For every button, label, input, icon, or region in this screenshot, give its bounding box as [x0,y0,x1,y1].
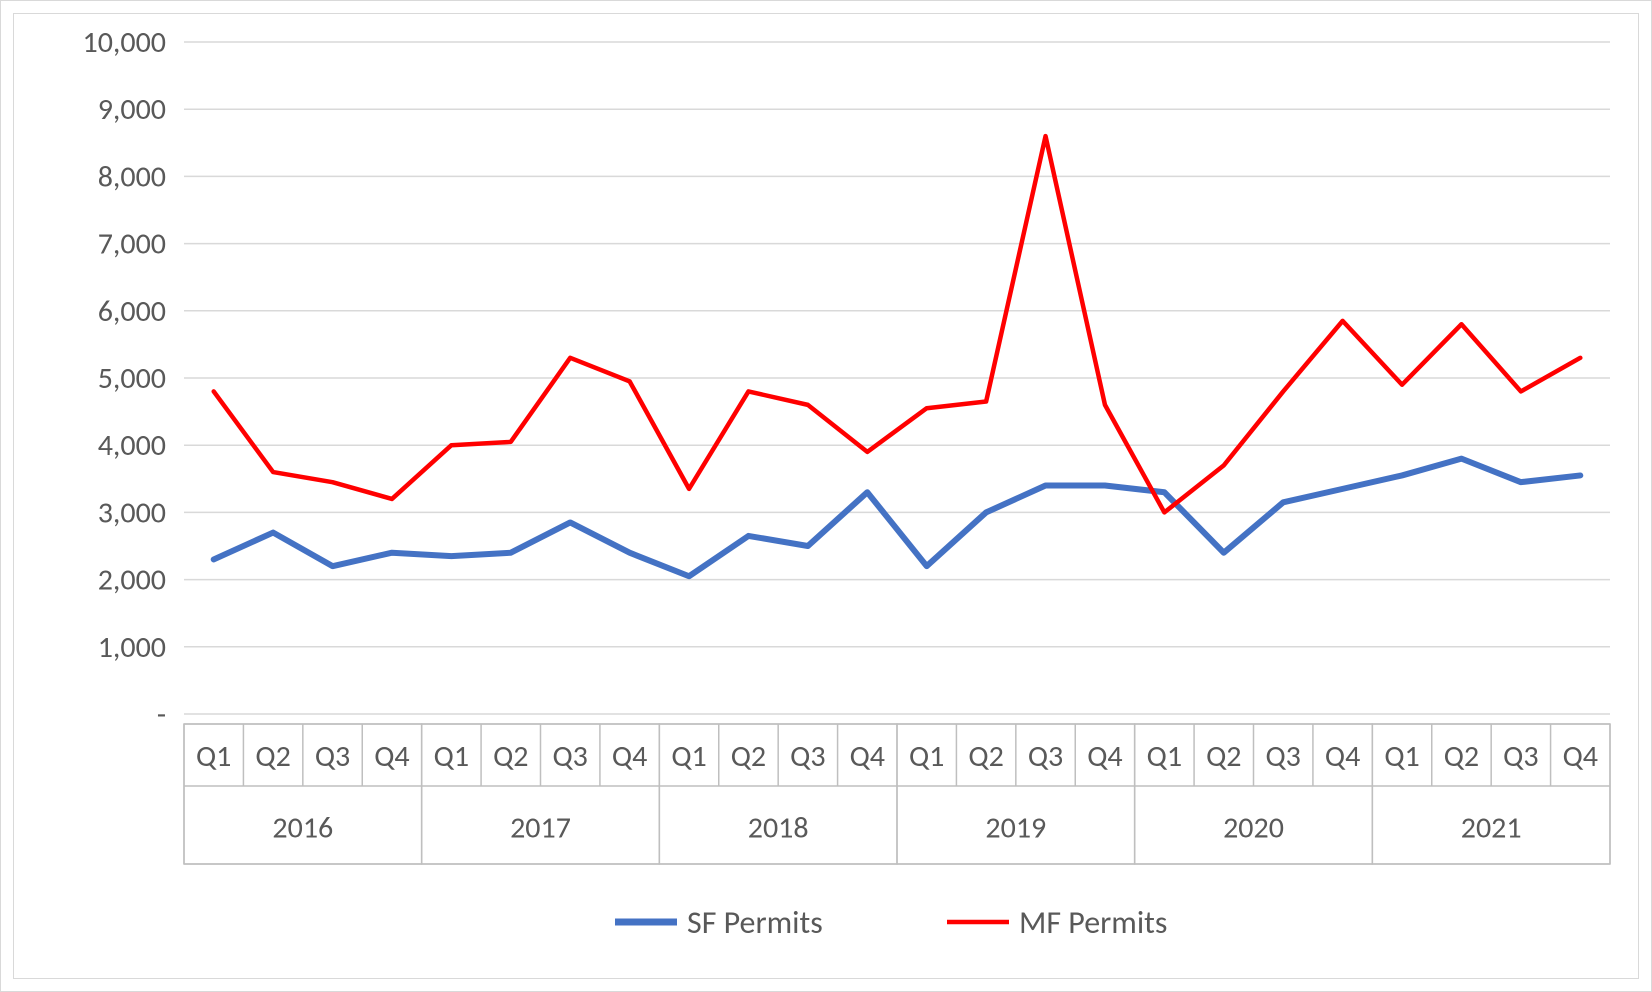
quarter-label: Q4 [1087,738,1122,775]
year-label: 2017 [510,809,571,846]
y-tick-label: - [157,696,166,733]
y-tick-label: 10,000 [82,24,166,61]
y-tick-label: 9,000 [98,91,166,128]
quarter-label: Q1 [1384,738,1419,775]
quarter-label: Q3 [553,738,588,775]
quarter-label: Q3 [1028,738,1063,775]
y-tick-label: 6,000 [98,293,166,330]
chart-inner-frame: - 1,000 2,000 3,000 4,000 5,000 6,000 7,000 8,00… [13,13,1639,979]
year-label: 2021 [1461,809,1522,846]
chart-outer-frame: - 1,000 2,000 3,000 4,000 5,000 6,000 7,000 8,00… [0,0,1652,992]
legend: SF Permits MF Permits [615,903,1167,942]
quarter-label: Q2 [493,738,528,775]
quarter-label: Q4 [374,738,409,775]
quarter-label: Q3 [1266,738,1301,775]
quarter-label: Q2 [731,738,766,775]
quarter-label: Q1 [196,738,231,775]
y-tick-label: 5,000 [98,360,166,397]
quarter-label: Q1 [1147,738,1182,775]
year-label: 2020 [1223,809,1284,846]
y-tick-label: 3,000 [98,494,166,531]
quarter-label: Q4 [850,738,885,775]
quarter-label: Q4 [1563,738,1598,775]
y-tick-label: 4,000 [98,427,166,464]
year-label: 2018 [748,809,809,846]
quarter-label: Q2 [255,738,290,775]
y-tick-label: 2,000 [98,562,166,599]
legend-label: MF Permits [1019,903,1167,942]
permits-line-chart: - 1,000 2,000 3,000 4,000 5,000 6,000 7,000 8,00… [14,14,1640,980]
y-tick-label: 8,000 [98,158,166,195]
quarter-label: Q1 [434,738,469,775]
y-tick-label: 1,000 [98,629,166,666]
quarter-label: Q2 [1444,738,1479,775]
series-line [214,136,1581,512]
quarter-label: Q2 [1206,738,1241,775]
quarter-label: Q4 [612,738,647,775]
quarter-label: Q3 [790,738,825,775]
quarter-label: Q3 [315,738,350,775]
quarter-label: Q3 [1503,738,1538,775]
quarter-label: Q1 [909,738,944,775]
quarter-label: Q4 [1325,738,1360,775]
legend-label: SF Permits [687,903,823,942]
quarter-label: Q2 [968,738,1003,775]
y-tick-label: 7,000 [98,226,166,263]
year-label: 2016 [272,809,333,846]
year-label: 2019 [985,809,1046,846]
quarter-label: Q1 [671,738,706,775]
